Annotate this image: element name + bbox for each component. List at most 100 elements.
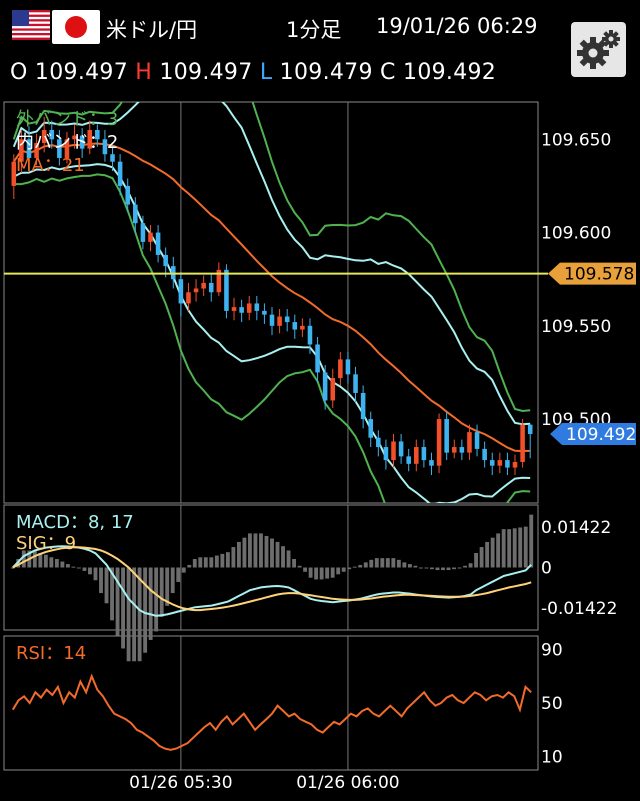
macd-histogram-bar: [60, 561, 65, 568]
macd-histogram-bar: [391, 558, 396, 568]
macd-histogram-bar: [225, 552, 230, 568]
japan-flag-icon: [52, 10, 100, 44]
macd-histogram-bar: [308, 567, 313, 578]
macd-histogram-bar: [330, 567, 335, 578]
candle-body: [277, 316, 282, 326]
time-tick-label: 01/26 06:00: [296, 773, 399, 793]
macd-histogram-bar: [385, 558, 390, 568]
macd-histogram-bar: [38, 553, 43, 568]
candle-body: [148, 232, 153, 242]
macd-histogram-bar: [363, 562, 368, 568]
panel-border: [3, 101, 539, 504]
macd-histogram-bar: [170, 567, 175, 594]
signal-label: SIG：9: [16, 533, 76, 554]
rsi-panel: 90 50 10: [11, 640, 563, 768]
macd-histogram-bar: [380, 558, 385, 568]
macd-histogram-bar: [121, 567, 126, 649]
macd-histogram-bar: [99, 567, 103, 594]
macd-label: MACD：8, 17: [16, 512, 134, 533]
macd-histogram-bar: [88, 567, 92, 575]
candle-body: [330, 378, 336, 401]
macd-histogram-bar: [430, 567, 434, 570]
inner-band-upper-line: [12, 102, 531, 426]
macd-histogram-bar: [43, 554, 48, 568]
timeframe-label: 1分足: [286, 18, 342, 42]
rsi-tick-label: 50: [541, 694, 563, 714]
time-tick-label: 01/26 05:30: [129, 773, 232, 793]
macd-histogram-bar: [496, 533, 501, 568]
macd-histogram-bar: [303, 567, 308, 572]
candle-body: [79, 135, 85, 149]
macd-histogram-bar: [181, 567, 186, 573]
datetime-label: 19/01/26 06:29: [376, 14, 538, 38]
candle-body: [26, 139, 32, 158]
candle-body: [315, 344, 320, 373]
macd-histogram-bar: [253, 533, 258, 568]
candle-body: [467, 432, 472, 453]
macd-histogram-bar: [214, 555, 219, 568]
candle-body: [19, 139, 24, 162]
low-value: 109.479: [279, 60, 373, 85]
inner-band-lower-line: [13, 163, 531, 503]
ma-line: [12, 142, 531, 453]
candle-body: [414, 447, 419, 464]
macd-histogram-bar: [231, 547, 236, 568]
candle-body: [133, 204, 138, 224]
macd-histogram-bar: [148, 567, 153, 640]
candle-body: [489, 460, 495, 466]
candle-body: [95, 129, 100, 140]
candle-body: [254, 303, 260, 311]
macd-histogram-bar: [518, 527, 523, 568]
macd-histogram-bar: [424, 567, 429, 569]
macd-histogram-bar: [369, 559, 374, 568]
time-axis: 01/26 05:30 01/26 06:00: [129, 773, 399, 793]
candle-body: [34, 143, 39, 158]
outer-band-upper-line: [12, 102, 531, 413]
settings-button[interactable]: [571, 22, 626, 77]
macd-histogram-bar: [264, 535, 269, 568]
candle-body: [421, 447, 427, 461]
macd-histogram-bar: [485, 541, 490, 568]
macd-histogram-bar: [463, 565, 467, 568]
gear-icon: [577, 30, 620, 69]
macd-histogram-bar: [507, 529, 512, 568]
macd-histogram-bar: [132, 567, 137, 662]
candle-body: [57, 139, 62, 158]
candle-body: [64, 139, 70, 158]
candle-body: [391, 441, 396, 461]
macd-histogram-bar: [248, 533, 252, 568]
high-value: 109.497: [159, 60, 253, 85]
currency-pair: 米ドル/円: [106, 18, 198, 42]
candle-body: [497, 460, 503, 466]
rsi-line: [11, 673, 532, 751]
candle-body: [239, 307, 244, 313]
macd-histogram-bar: [110, 567, 114, 621]
macd-histogram-bar: [435, 567, 440, 571]
macd-histogram-bar: [137, 567, 142, 662]
macd-histogram-bar: [336, 567, 341, 575]
macd-histogram-bar: [314, 567, 319, 580]
macd-histogram-bar: [143, 567, 148, 653]
macd-histogram-bar: [242, 537, 247, 568]
last-price-tag: [550, 422, 636, 445]
macd-histogram-bar: [65, 564, 70, 568]
macd-histogram-bar: [32, 550, 37, 568]
macd-histogram-bar: [115, 567, 120, 636]
macd-histogram-bar: [165, 567, 170, 606]
macd-histogram-bar: [501, 529, 506, 568]
candle-body: [307, 325, 313, 345]
macd-histogram-bar: [529, 514, 534, 568]
candle-body: [178, 279, 184, 304]
panel-border: [3, 635, 539, 771]
macd-histogram-bar: [457, 567, 462, 569]
macd-histogram-bar: [474, 553, 479, 568]
outer-band-label: 外バンド：3: [16, 109, 118, 130]
macd-histogram-bar: [236, 541, 241, 568]
candle-body: [140, 223, 146, 242]
candle-body: [102, 139, 108, 155]
macd-histogram-bar: [286, 550, 291, 568]
chart-area[interactable]: 109.650109.600109.550109.500109.578109.4…: [0, 98, 640, 801]
ohlc-readout: O 109.497 H 109.497 L 109.479 C 109.492: [10, 60, 496, 85]
candle-body: [383, 447, 389, 461]
macd-panel: 0.01422 0 -0.01422: [10, 514, 617, 662]
